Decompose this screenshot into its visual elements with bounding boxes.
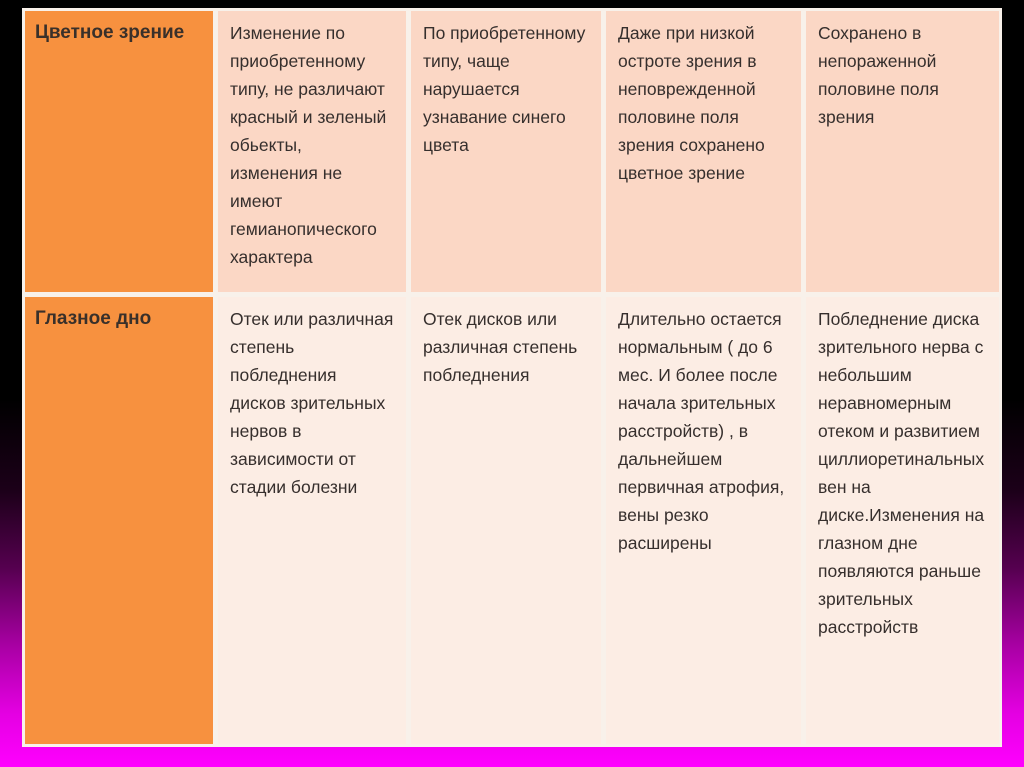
cell-color-vision-col3: Даже при низкой остроте зрения в неповре… bbox=[606, 11, 801, 292]
cell-eye-fundus-col2: Отек дисков или различная степень поблед… bbox=[411, 297, 601, 744]
cell-color-vision-col1: Изменение по приобретенному типу, не раз… bbox=[218, 11, 406, 292]
row-header-eye-fundus: Глазное дно bbox=[25, 297, 213, 744]
cell-eye-fundus-col1: Отек или различная степень побледнения д… bbox=[218, 297, 406, 744]
row-header-color-vision: Цветное зрение bbox=[25, 11, 213, 292]
cell-eye-fundus-col3: Длительно остается нормальным ( до 6 мес… bbox=[606, 297, 801, 744]
cell-color-vision-col2: По приобретенному типу, чаще нарушается … bbox=[411, 11, 601, 292]
cell-eye-fundus-col4: Побледнение диска зрительного нерва с не… bbox=[806, 297, 999, 744]
comparison-table: Цветное зрение Изменение по приобретенно… bbox=[22, 8, 1002, 747]
cell-color-vision-col4: Сохранено в непораженной половине поля з… bbox=[806, 11, 999, 292]
